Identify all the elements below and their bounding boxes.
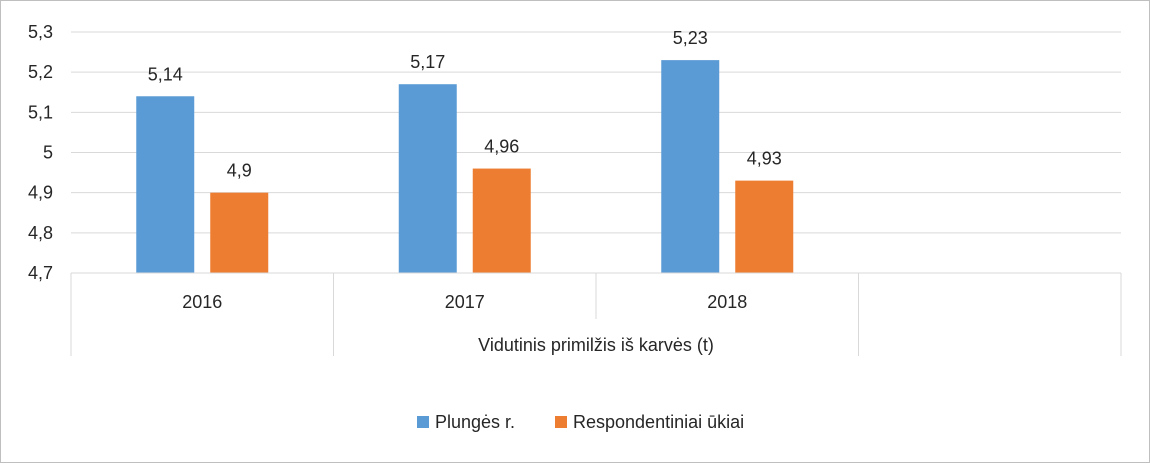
y-tick-label: 5,1 <box>28 102 53 122</box>
bars <box>136 60 794 274</box>
bar <box>210 192 269 273</box>
y-axis-ticks: 4,7 4,8 4,9 5 5,1 5,2 5,3 <box>28 22 53 283</box>
x-axis: 2016 2017 2018 Vidutinis primilžis iš karvė… <box>70 272 1122 356</box>
y-tick-label: 4,9 <box>28 183 53 203</box>
legend: Plungės r. Respondentiniai ūkiai <box>417 412 744 432</box>
bar <box>735 180 794 273</box>
data-label: 5,23 <box>673 28 708 48</box>
legend-label: Plungės r. <box>435 412 515 432</box>
y-tick-label: 4,8 <box>28 223 53 243</box>
data-label: 4,93 <box>747 149 782 169</box>
category-group-label: Vidutinis primilžis iš karvės (t) <box>478 335 714 355</box>
bar <box>472 168 531 273</box>
data-label: 5,14 <box>148 64 183 84</box>
legend-label: Respondentiniai ūkiai <box>573 412 744 432</box>
x-tick-label: 2016 <box>182 292 222 312</box>
data-label: 4,96 <box>484 137 519 157</box>
y-tick-label: 4,7 <box>28 263 53 283</box>
y-tick-label: 5,3 <box>28 22 53 42</box>
y-tick-label: 5,2 <box>28 62 53 82</box>
data-labels: 5,14 5,17 5,23 4,9 4,96 4,93 <box>148 28 782 181</box>
bar <box>136 96 195 274</box>
bar <box>398 84 457 273</box>
data-label: 4,9 <box>227 161 252 181</box>
legend-swatch <box>555 416 567 428</box>
data-label: 5,17 <box>410 52 445 72</box>
bar <box>661 60 720 273</box>
x-tick-label: 2017 <box>445 292 485 312</box>
legend-swatch <box>417 416 429 428</box>
y-tick-label: 5 <box>43 143 53 163</box>
x-tick-label: 2018 <box>707 292 747 312</box>
